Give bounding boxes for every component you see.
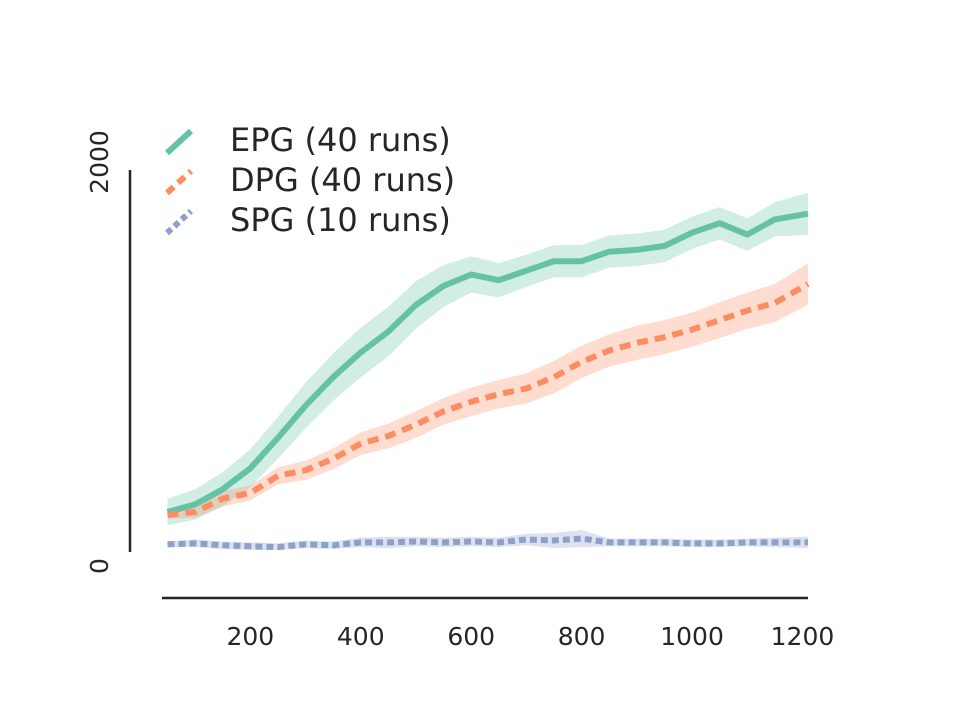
x-tick-label: 1000 [660,622,724,651]
x-tick-label: 600 [447,622,495,651]
dpg-legend-label: DPG (40 runs) [230,161,455,199]
legend: EPG (40 runs)DPG (40 runs)SPG (10 runs) [164,121,455,239]
x-tick-label: 1200 [771,622,835,651]
epg-legend-swatch [164,128,194,156]
x-tick-label: 200 [226,622,274,651]
y-tick-labels: 0 2000 [85,130,114,574]
epg-line [166,210,809,515]
epg-legend-label: EPG (40 runs) [230,121,451,159]
dpg-line [167,281,810,518]
spg-legend-swatch [164,208,194,236]
spg-legend-label: SPG (10 runs) [230,201,451,239]
epg-band [167,192,808,526]
x-tick-label: 800 [558,622,606,651]
y-tick-label: 0 [85,558,114,574]
x-tick-labels: 200 400 600 800 1000 1200 [226,622,834,651]
spg-line [167,535,808,551]
dpg-legend-swatch [164,168,194,196]
confidence-bands [167,192,808,550]
x-tick-label: 400 [337,622,385,651]
dpg-band [167,263,808,519]
series-lines [166,210,810,551]
y-tick-label: 2000 [85,130,114,194]
